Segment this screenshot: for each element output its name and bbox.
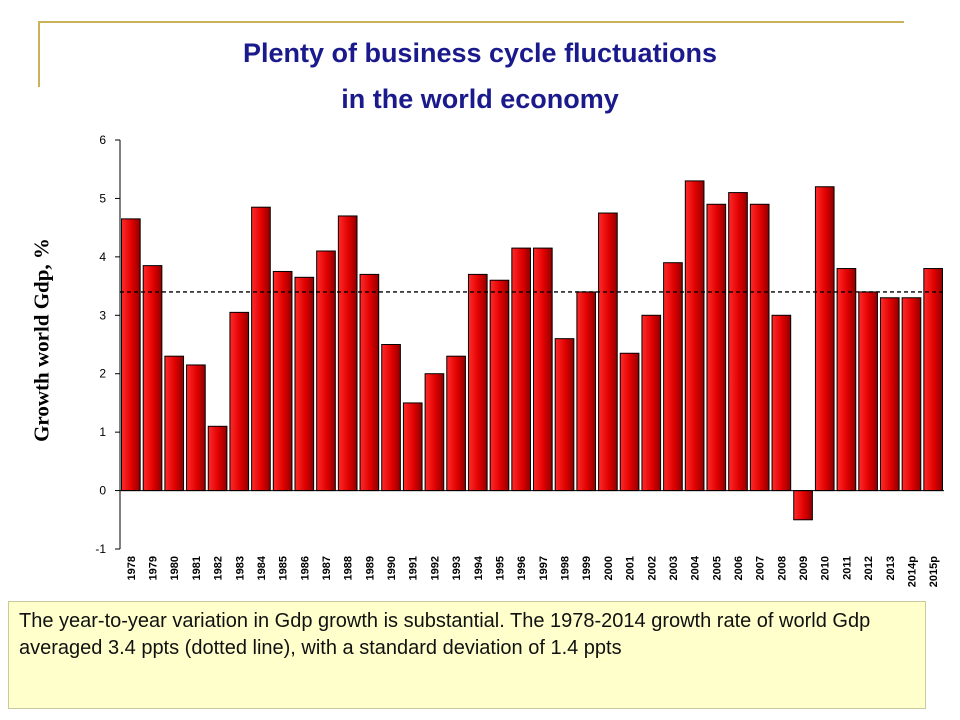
bar [879,297,900,492]
y-tick-label: 5 [99,191,106,205]
x-tick-label: 2008 [776,556,788,580]
x-tick-label: 1992 [429,556,441,580]
bar [446,355,466,492]
y-tick-label: 3 [99,308,106,322]
x-tick-label: 2006 [733,556,745,580]
x-tick-label: 1987 [321,556,333,580]
x-tick-label: 1988 [343,556,355,580]
bar [359,273,380,492]
x-tick-label: 1997 [538,556,550,580]
y-tick-label: -1 [95,542,106,556]
x-tick-label: 2002 [646,556,658,580]
explanation-note: The year-to-year variation in Gdp growth… [8,601,926,709]
x-tick-label: 1984 [256,555,268,580]
x-tick-label: 1996 [516,556,528,580]
y-tick-label: 1 [99,425,106,439]
x-tick-label: 1982 [213,556,225,580]
x-tick-label: 2009 [798,556,810,580]
bar [272,270,293,492]
bar [489,279,510,492]
y-tick-label: 0 [99,484,106,498]
x-tick-label: 1979 [148,556,160,580]
x-tick-label: 2005 [711,556,723,580]
x-tick-label: 1985 [278,556,290,580]
x-tick-label: 1989 [364,556,376,580]
bar [554,338,575,492]
bar [316,250,336,492]
x-tick-label: 2000 [603,556,615,580]
bar [619,352,640,492]
x-tick-label: 1999 [581,556,593,580]
x-tick-label: 1981 [191,556,203,580]
bar [402,402,423,492]
x-tick-label: 1978 [126,556,138,580]
x-tick-label: 1983 [234,556,246,580]
title-line-2: in the world economy [341,84,619,114]
bar [858,291,878,492]
slide-title: Plenty of business cycle fluctuations in… [0,30,960,122]
bar [901,297,922,492]
x-tick-label: 2003 [668,556,680,580]
x-tick-label: 2015p [928,556,940,587]
x-tick-label: 1986 [299,556,311,580]
decorative-top-rule [38,21,904,23]
bar [533,247,553,492]
bar [598,212,618,492]
x-tick-label: 1995 [494,556,506,580]
x-tick-label: 2011 [841,556,853,580]
y-tick-label: 4 [99,250,106,264]
bar [142,265,163,492]
x-tick-label: 1991 [408,556,420,580]
decorative-left-rule [38,21,40,87]
x-tick-label: 2001 [625,556,637,580]
bar [381,344,401,492]
bar [684,180,705,492]
x-tick-label: 1993 [451,556,463,580]
bar [641,314,662,492]
x-tick-label: 2014p [906,556,918,587]
x-tick-label: 1980 [169,556,181,580]
bar [793,490,813,521]
bar [251,206,271,492]
bar [576,291,597,492]
bar [836,268,857,492]
bar [728,192,748,492]
y-tick-label: 6 [99,133,106,147]
bar [771,314,792,492]
y-tick-label: 2 [99,367,106,381]
bar [814,186,835,492]
bar [923,268,943,492]
x-tick-label: 1998 [560,556,572,580]
bar [294,276,315,492]
bar [229,311,250,492]
bar [164,355,185,492]
x-tick-label: 2010 [820,556,832,580]
bar [663,262,683,492]
x-tick-label: 1994 [473,555,485,580]
bar [511,247,531,492]
bar [706,203,727,492]
bar [467,273,488,492]
bar [186,364,206,492]
x-tick-label: 2013 [885,556,897,580]
bar [424,373,445,492]
title-line-1: Plenty of business cycle fluctuations [242,38,718,68]
bar [337,215,358,492]
x-tick-label: 2004 [690,555,702,580]
x-tick-label: 1990 [386,556,398,580]
x-tick-label: 2012 [863,556,875,580]
bar [121,218,141,492]
bar [749,203,770,492]
bar [207,425,228,492]
x-tick-label: 2007 [755,556,767,580]
bar-chart: -1 0 1 2 3 4 5 6 1978 1979 1980 1981 1982 1983 1984 198… [95,133,944,587]
